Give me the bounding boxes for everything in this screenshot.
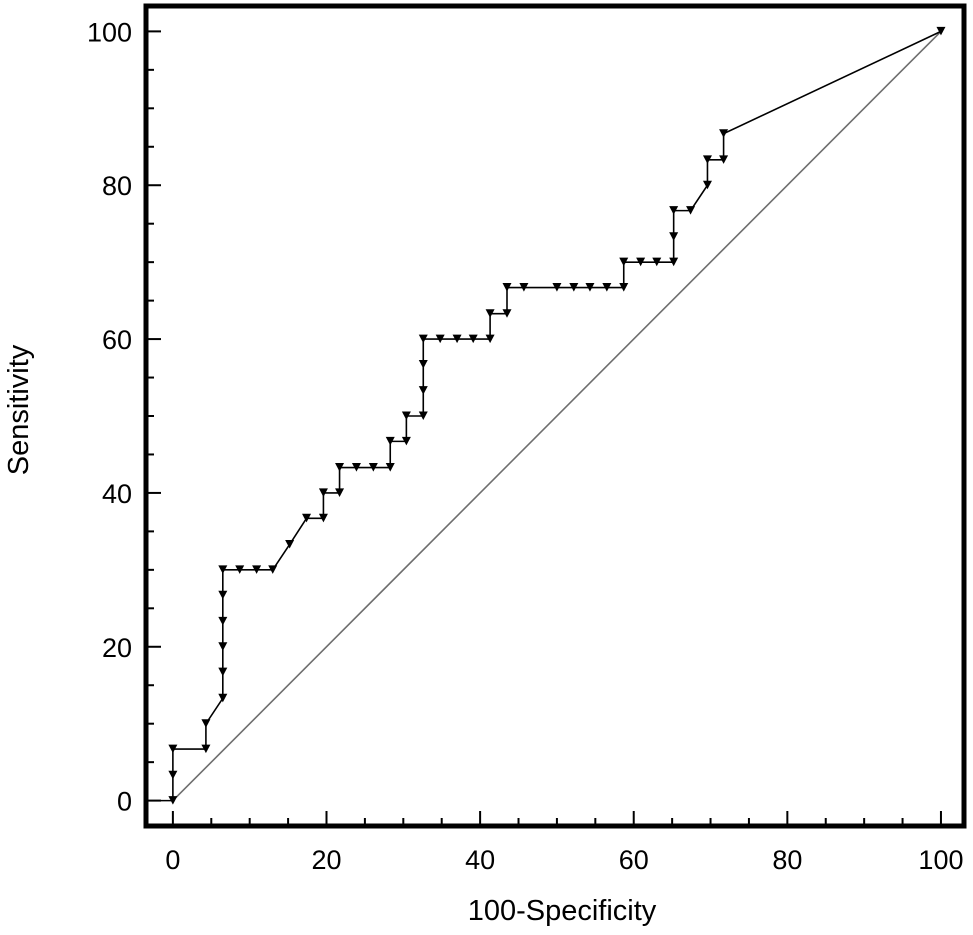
roc-point-marker [168,744,178,754]
roc-point-marker [669,257,679,267]
roc-point-marker [602,283,612,292]
roc-point-marker [418,411,428,421]
roc-point-marker [502,309,512,318]
markers-layer [168,26,946,805]
roc-point-marker [418,334,428,344]
roc-point-marker [418,386,428,395]
roc-point-marker [218,693,228,703]
roc-point-marker [252,565,262,574]
roc-point-marker [719,129,729,138]
roc-point-marker [201,719,211,728]
roc-point-marker [218,616,228,626]
roc-point-marker [401,411,411,421]
x-tick-label: 60 [619,845,649,875]
roc-point-marker [201,744,211,754]
ticks-layer: 0 20 40 60 80 100 0 20 40 60 80 100 [87,17,964,875]
roc-point-marker [435,334,445,344]
roc-point-marker [702,180,712,190]
roc-point-marker [285,539,295,549]
reference-diagonal-line [172,30,942,802]
y-tick-label: 100 [87,17,132,47]
plot-frame [143,3,967,829]
x-tick-label: 20 [311,845,341,875]
roc-point-marker [468,334,478,344]
roc-point-marker [485,309,495,318]
roc-point-marker [619,283,629,292]
roc-point-marker [218,667,228,677]
roc-point-marker [368,463,378,472]
roc-point-marker [669,206,679,215]
roc-point-marker [168,770,178,780]
roc-point-marker [218,590,228,600]
y-tick-label: 80 [102,171,132,201]
roc-point-marker [318,488,328,497]
roc-point-marker [385,436,395,446]
x-tick-label: 40 [465,845,495,875]
roc-point-marker [318,513,328,523]
y-tick-label: 20 [102,633,132,663]
roc-point-marker [519,283,529,292]
y-axis-title: Sensitivity [3,344,35,475]
roc-point-marker [218,565,228,574]
roc-point-marker [485,334,495,344]
roc-point-marker [702,155,712,164]
x-tick-label: 100 [918,845,963,875]
roc-point-marker [936,26,946,36]
roc-point-marker [585,283,595,292]
roc-point-marker [335,488,345,497]
roc-point-marker [351,463,361,472]
roc-point-marker [335,463,345,472]
roc-point-marker [168,796,178,805]
roc-point-marker [235,565,245,574]
roc-point-marker [302,513,312,523]
plot-area [146,6,964,826]
roc-point-marker [669,232,679,241]
roc-point-marker [502,283,512,292]
roc-point-marker [636,257,646,267]
x-axis-title: 100-Specificity [468,895,657,927]
roc-point-marker [569,283,579,292]
roc-point-marker [218,642,228,651]
roc-point-marker [619,257,629,267]
roc-point-marker [452,334,462,344]
y-tick-label: 40 [102,479,132,509]
roc-point-marker [268,565,278,574]
x-tick-label: 80 [772,845,802,875]
roc-point-marker [686,206,696,215]
roc-point-marker [418,359,428,369]
y-tick-label: 60 [102,325,132,355]
roc-point-marker [385,463,395,472]
roc-point-marker [652,257,662,267]
roc-point-marker [552,283,562,292]
roc-point-marker [401,436,411,446]
roc-point-marker [719,155,729,164]
y-tick-label: 0 [117,787,132,817]
x-tick-label: 0 [165,845,180,875]
